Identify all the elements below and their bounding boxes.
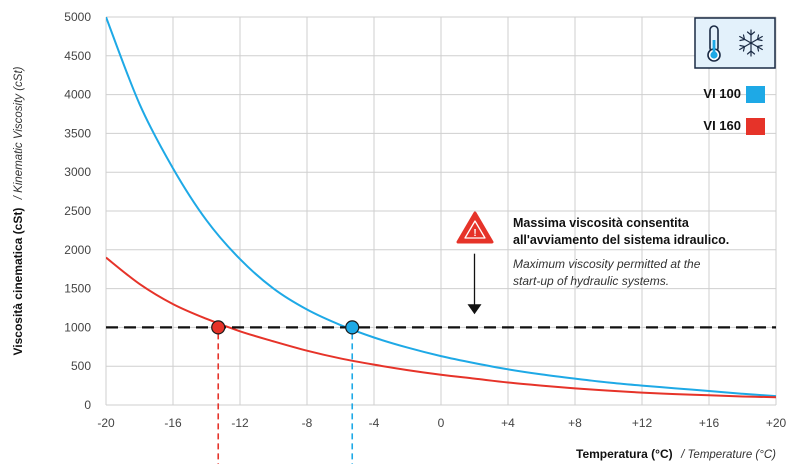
snowflake-icon xyxy=(739,29,763,57)
annotation-title-line2: all'avviamento del sistema idraulico. xyxy=(513,233,729,247)
x-axis-title: Temperatura (°C) / Temperature (°C) xyxy=(576,445,776,462)
marker-vi100 xyxy=(345,320,360,335)
y-axis-title-it: Viscosità cinematica (cSt) xyxy=(11,208,25,356)
x-tick-label: +8 xyxy=(568,416,582,430)
x-tick-label: -12 xyxy=(231,416,249,430)
legend: VI 100 VI 160 xyxy=(703,86,765,135)
annotation-subtitle-line1: Maximum viscosity permitted at the xyxy=(513,257,701,271)
y-axis-ticks: 0 500 1000 1500 2000 2500 3000 3500 4000 4500 5000 xyxy=(64,10,91,412)
y-tick-label: 2500 xyxy=(64,204,91,218)
drop-lines xyxy=(217,333,354,464)
markers xyxy=(211,320,360,335)
marker-vi160 xyxy=(211,320,226,335)
y-tick-label: 1000 xyxy=(64,320,91,334)
y-axis-title: Viscosità cinematica (cSt) / Kinematic V… xyxy=(9,66,26,355)
x-tick-label: -4 xyxy=(369,416,380,430)
x-tick-label: +4 xyxy=(501,416,515,430)
legend-swatch-vi100 xyxy=(746,86,765,103)
y-tick-label: 5000 xyxy=(64,10,91,24)
x-tick-label: -20 xyxy=(97,416,115,430)
y-tick-label: 2000 xyxy=(64,243,91,257)
thermometer-icon xyxy=(707,25,721,62)
y-tick-label: 3000 xyxy=(64,165,91,179)
y-tick-label: 3500 xyxy=(64,126,91,140)
legend-item-vi100: VI 100 xyxy=(703,86,765,103)
annotation-subtitle-line2: start-up of hydraulic systems. xyxy=(513,274,669,288)
y-tick-label: 4000 xyxy=(64,88,91,102)
x-tick-label: +16 xyxy=(699,416,720,430)
x-axis-title-en: / Temperature (°C) xyxy=(680,449,776,461)
x-tick-label: -16 xyxy=(164,416,182,430)
x-tick-label: -8 xyxy=(302,416,313,430)
warning-triangle-icon: ! xyxy=(456,211,494,244)
series-line-vi100 xyxy=(106,17,776,398)
x-tick-label: +20 xyxy=(766,416,787,430)
x-axis-title-it: Temperatura (°C) xyxy=(576,447,673,461)
y-tick-label: 1500 xyxy=(64,282,91,296)
annotation: ! Massima viscosità consentita all'avvia… xyxy=(456,211,729,315)
temperature-icon-box xyxy=(694,17,776,69)
annotation-title-line1: Massima viscosità consentita xyxy=(513,216,690,230)
y-tick-label: 500 xyxy=(71,359,91,373)
legend-item-vi160: VI 160 xyxy=(703,118,765,135)
svg-text:!: ! xyxy=(473,228,476,239)
y-axis-title-en: / Kinematic Viscosity (cSt) xyxy=(13,66,25,200)
legend-label-vi100: VI 100 xyxy=(703,86,741,101)
y-tick-label: 4500 xyxy=(64,49,91,63)
annotation-arrow-head xyxy=(467,304,482,315)
y-tick-label: 0 xyxy=(84,398,91,412)
grid xyxy=(105,16,777,406)
x-tick-label: +12 xyxy=(632,416,653,430)
legend-label-vi160: VI 160 xyxy=(703,118,741,133)
x-axis-ticks: -20 -16 -12 -8 -4 0 +4 +8 +12 +16 +20 xyxy=(97,416,786,430)
legend-swatch-vi160 xyxy=(746,118,765,135)
x-tick-label: 0 xyxy=(438,416,445,430)
